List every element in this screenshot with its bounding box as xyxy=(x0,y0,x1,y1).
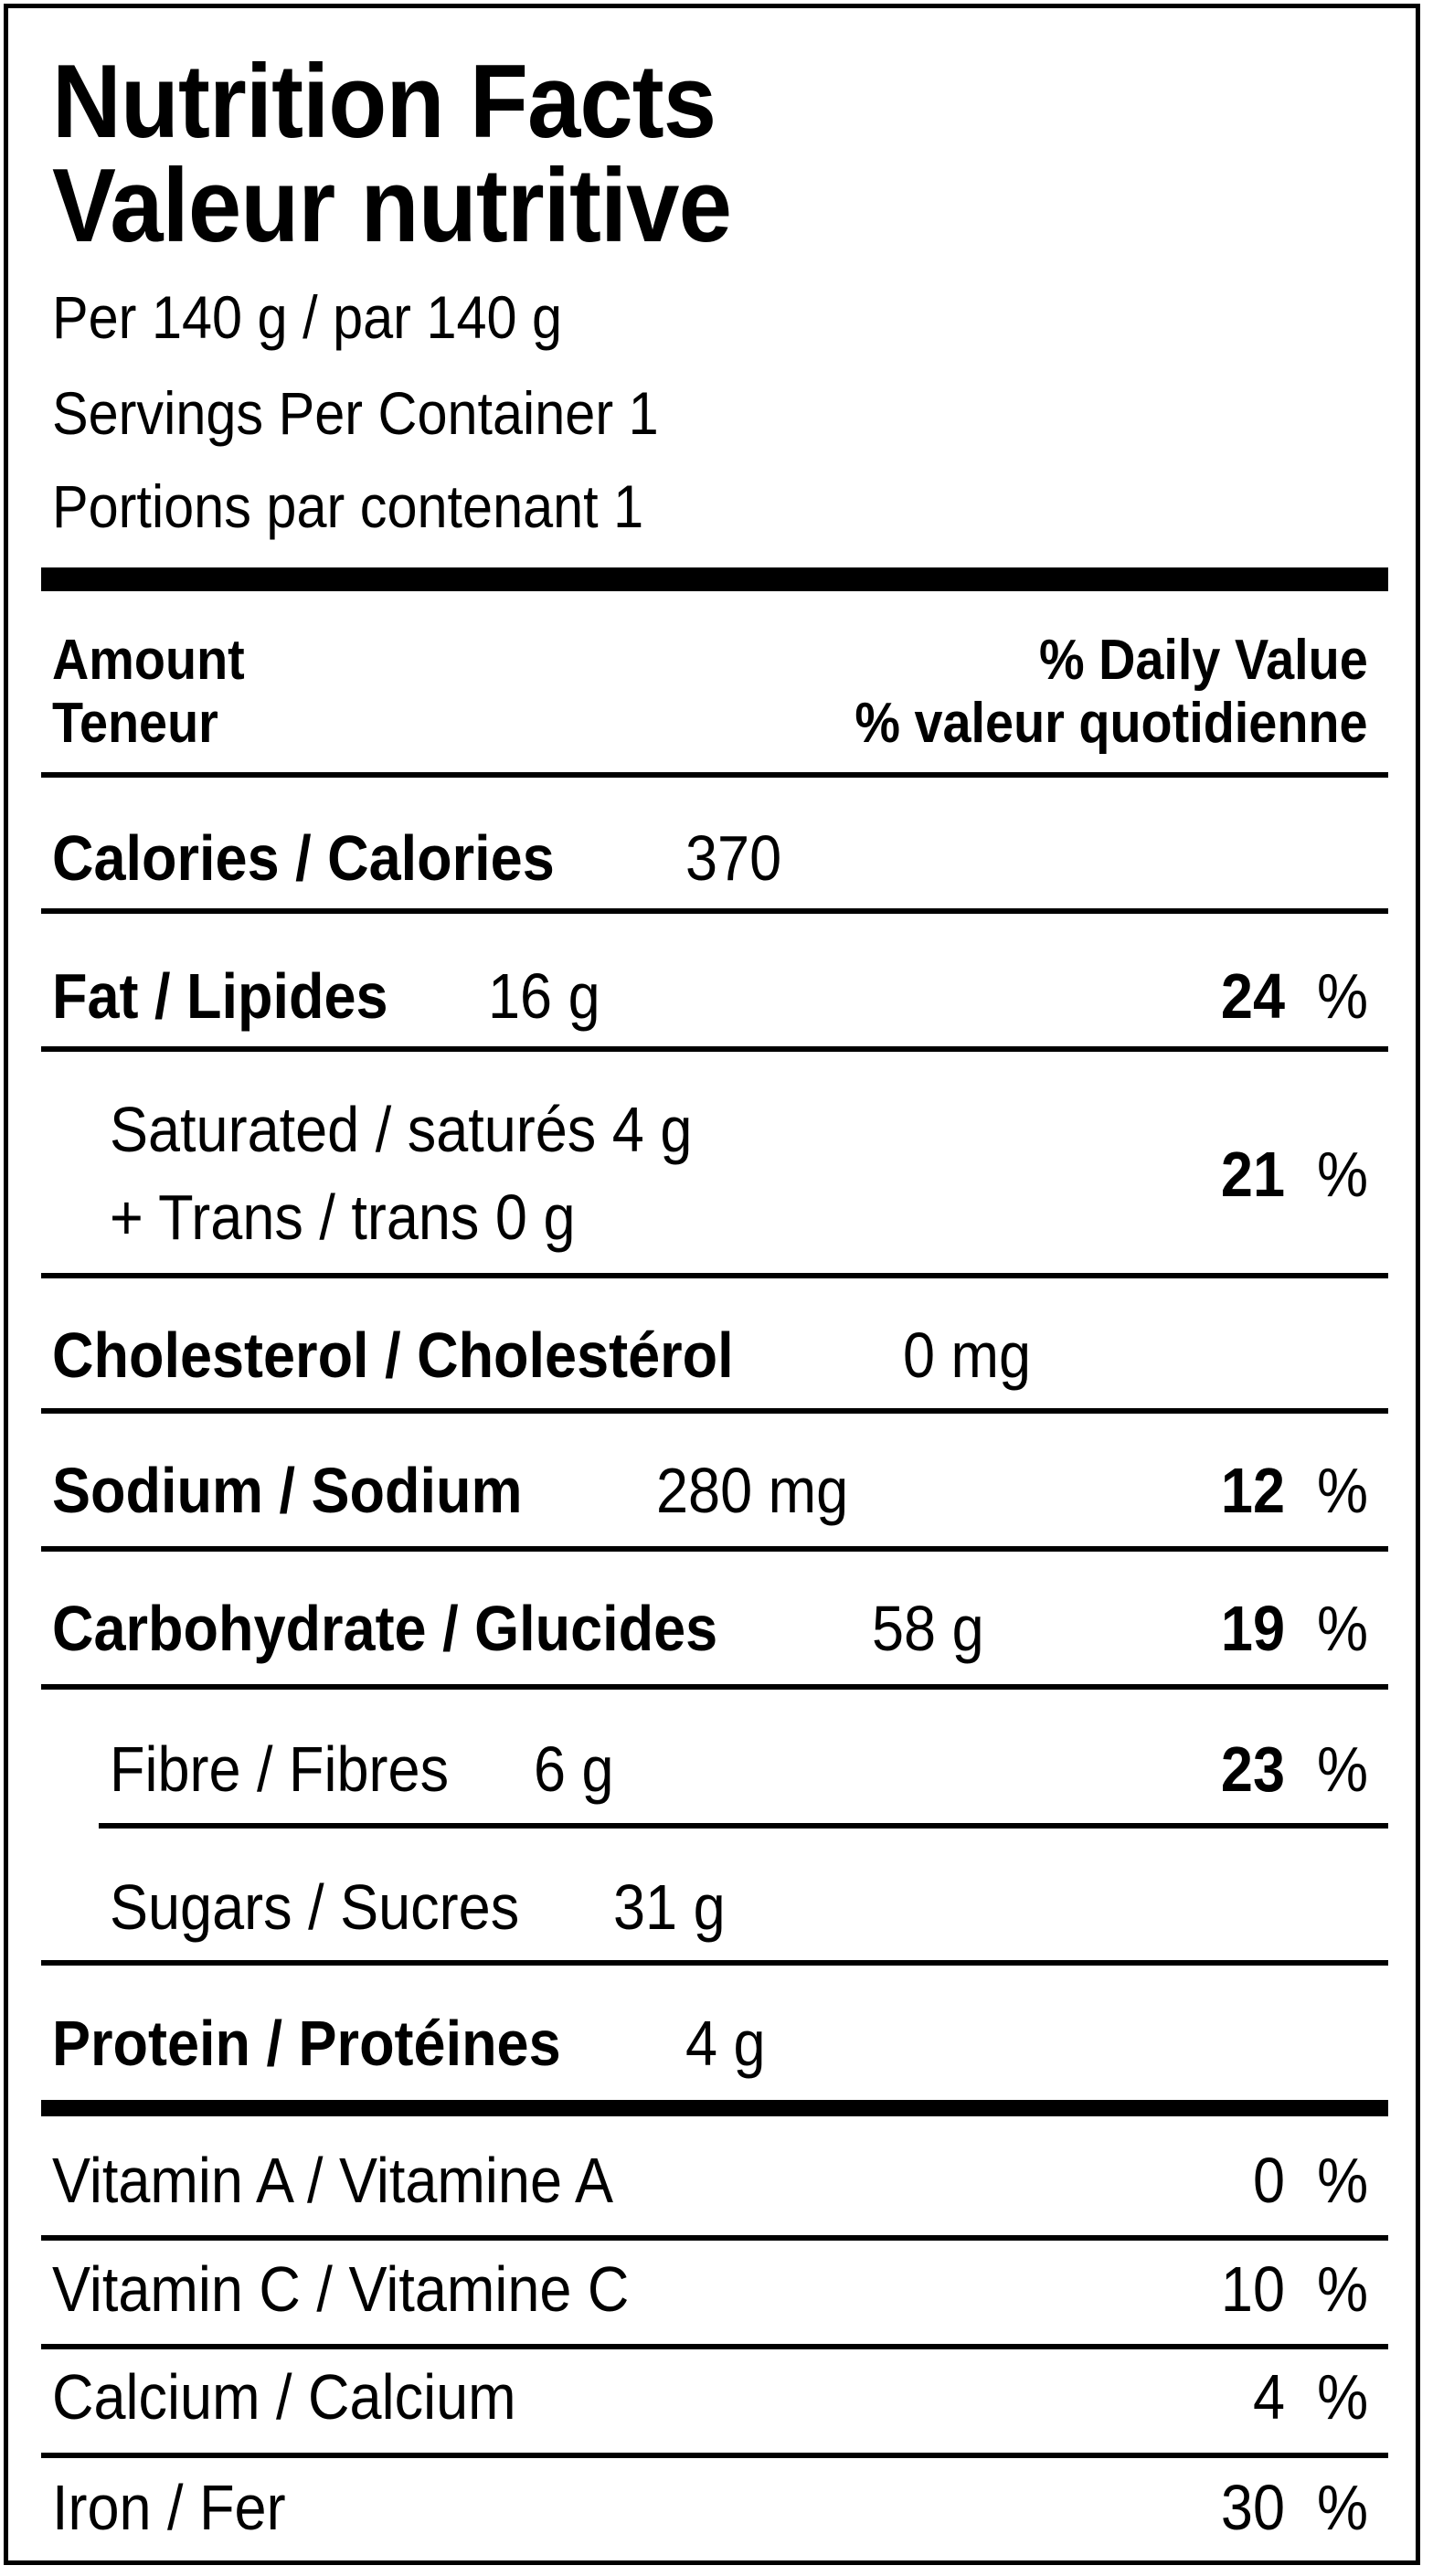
calories-label: Calories / Calories xyxy=(52,822,555,894)
divider xyxy=(41,1546,1388,1552)
fat-daily-value: 24 % xyxy=(1220,960,1368,1032)
fat-amount: 16 g xyxy=(488,960,600,1032)
daily-value-header-english: % Daily Value xyxy=(1039,629,1368,692)
serving-size: Per 140 g / par 140 g xyxy=(52,283,563,351)
calories-value: 370 xyxy=(685,822,782,894)
fibre-daily-value: 23 % xyxy=(1220,1733,1368,1805)
fat-label: Fat / Lipides xyxy=(52,960,388,1032)
carbohydrate-daily-value: 19 % xyxy=(1220,1593,1368,1664)
protein-amount: 4 g xyxy=(685,2008,766,2079)
cholesterol-amount: 0 mg xyxy=(903,1320,1032,1391)
vitamin-c-label: Vitamin C / Vitamine C xyxy=(52,2253,630,2325)
divider xyxy=(41,1273,1388,1278)
iron-label: Iron / Fer xyxy=(52,2472,286,2543)
sugars-label: Sugars / Sucres xyxy=(110,1871,520,1943)
vitamin-a-daily-value: 0 % xyxy=(1252,2145,1368,2216)
sugars-amount: 31 g xyxy=(613,1871,726,1943)
servings-per-container-english: Servings Per Container 1 xyxy=(52,379,659,447)
nutrition-facts-label: Nutrition Facts Valeur nutritive Per 140… xyxy=(4,4,1420,2565)
divider xyxy=(41,2344,1388,2349)
vitamin-a-label: Vitamin A / Vitamine A xyxy=(52,2145,614,2216)
fibre-amount: 6 g xyxy=(534,1733,614,1805)
fibre-label: Fibre / Fibres xyxy=(110,1733,450,1805)
iron-daily-value: 30 % xyxy=(1220,2472,1368,2543)
amount-header-english: Amount xyxy=(52,629,245,692)
divider xyxy=(41,2453,1388,2458)
divider xyxy=(41,2235,1388,2241)
saturated-trans-daily-value: 21 % xyxy=(1220,1139,1368,1210)
divider xyxy=(41,772,1388,778)
sodium-daily-value: 12 % xyxy=(1220,1455,1368,1526)
servings-per-container-french: Portions par contenant 1 xyxy=(52,472,644,540)
thick-divider-bottom xyxy=(41,2100,1388,2116)
vitamin-c-daily-value: 10 % xyxy=(1220,2253,1368,2325)
divider xyxy=(41,1960,1388,1966)
trans-fat-label: + Trans / trans 0 g xyxy=(110,1182,576,1253)
divider xyxy=(41,1408,1388,1414)
divider xyxy=(41,1046,1388,1052)
title-french: Valeur nutritive xyxy=(52,148,732,264)
divider xyxy=(41,908,1388,914)
cholesterol-label: Cholesterol / Cholestérol xyxy=(52,1320,734,1391)
amount-header-french: Teneur xyxy=(52,692,218,755)
calcium-daily-value: 4 % xyxy=(1252,2361,1368,2433)
calcium-label: Calcium / Calcium xyxy=(52,2361,516,2433)
daily-value-header-french: % valeur quotidienne xyxy=(854,692,1368,755)
thick-divider-top xyxy=(41,567,1388,591)
title-english: Nutrition Facts xyxy=(52,44,716,160)
saturated-fat-label: Saturated / saturés 4 g xyxy=(110,1094,693,1165)
carbohydrate-label: Carbohydrate / Glucides xyxy=(52,1593,718,1664)
carbohydrate-amount: 58 g xyxy=(872,1593,984,1664)
divider-indented xyxy=(99,1823,1388,1829)
sodium-label: Sodium / Sodium xyxy=(52,1455,523,1526)
protein-label: Protein / Protéines xyxy=(52,2008,561,2079)
sodium-amount: 280 mg xyxy=(656,1455,849,1526)
divider xyxy=(41,1684,1388,1690)
